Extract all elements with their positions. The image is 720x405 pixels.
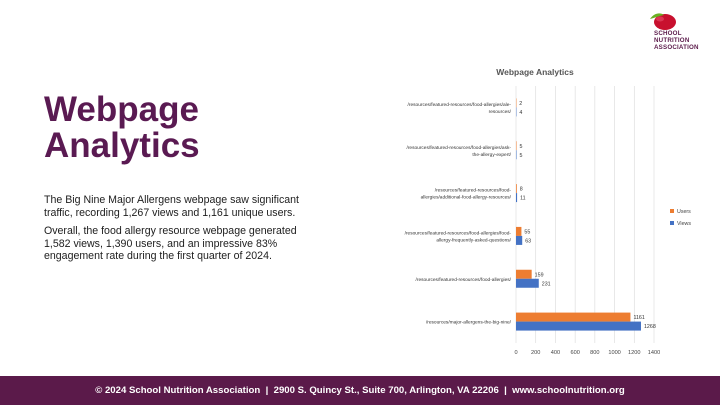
data-label-views: 11 (520, 196, 526, 202)
bar-users (516, 184, 517, 194)
data-label-views: 63 (525, 238, 531, 244)
legend-label-views: Views (677, 221, 691, 227)
chart-bars (516, 98, 641, 331)
x-tick-label: 600 (570, 350, 579, 356)
x-tick-label: 200 (531, 350, 540, 356)
data-label-users: 2 (519, 101, 522, 107)
bar-views (516, 193, 518, 203)
x-tick-label: 0 (514, 350, 517, 356)
category-label: allergies/additional-food-allergy-resour… (421, 195, 512, 201)
category-label: the-allergy-expert/ (472, 152, 511, 158)
webpage-analytics-chart: Webpage Analytics 1161 1268 159 231 55 63 8 11 5… (375, 62, 705, 364)
logo-line-association: ASSOCIATION (654, 44, 699, 51)
category-label: /resources/featured-resources/food-aller… (416, 277, 512, 283)
x-tick-label: 1200 (628, 350, 640, 356)
page-title: Webpage Analytics (44, 90, 200, 165)
bar-users (516, 226, 522, 236)
bar-views (516, 321, 641, 331)
chart-title: Webpage Analytics (496, 67, 574, 77)
summary-paragraph-big-nine: The Big Nine Major Allergens webpage saw… (44, 194, 299, 219)
category-label: /resources/major-allergens-the-big-nine/ (426, 320, 512, 326)
data-label-users: 55 (524, 229, 530, 235)
category-label: /resources/featured-resources/food-aller… (406, 145, 511, 151)
data-label-users: 1161 (633, 315, 644, 321)
footer-bar: © 2024 School Nutrition Association | 29… (0, 376, 720, 405)
logo-line-nutrition: NUTRITION (654, 37, 690, 44)
data-label-views: 4 (519, 110, 522, 116)
apple-icon (650, 13, 676, 30)
summary-paragraph-overall: Overall, the food allergy resource webpa… (44, 225, 297, 263)
x-tick-label: 1000 (608, 350, 620, 356)
school-nutrition-association-logo: SCHOOL NUTRITION ASSOCIATION (644, 10, 706, 60)
chart-gridlines (515, 86, 655, 343)
chart-category-labels: /resources/major-allergens-the-big-nine/… (405, 102, 512, 326)
chart-legend: Users Views (670, 209, 691, 227)
x-tick-label: 800 (590, 350, 599, 356)
legend-label-users: Users (677, 209, 691, 215)
chart-x-ticks: 0 200 400 600 800 1000 1200 1400 (514, 350, 660, 356)
legend-swatch-users (670, 209, 674, 213)
category-label: allergy-frequently-asked-questions/ (436, 237, 511, 243)
bar-users (516, 312, 631, 322)
data-label-views: 5 (519, 153, 522, 159)
data-label-users: 5 (519, 144, 522, 150)
data-label-views: 1268 (644, 324, 656, 330)
data-label-views: 231 (542, 281, 551, 287)
bar-users (516, 269, 532, 279)
category-label: /resources/featured-resources/food-aller… (408, 102, 512, 108)
logo-line-school: SCHOOL (654, 30, 682, 37)
legend-swatch-views (670, 221, 674, 225)
bar-views (516, 278, 539, 288)
x-tick-label: 1400 (648, 350, 660, 356)
category-label: /resources/featured-resources/food- (435, 188, 512, 194)
category-label: resources/ (489, 109, 512, 115)
x-tick-label: 400 (551, 350, 560, 356)
bar-chart-svg: Webpage Analytics 1161126815923155638115… (405, 67, 692, 356)
footer-text: © 2024 School Nutrition Association | 29… (95, 385, 625, 396)
data-label-users: 8 (520, 187, 523, 193)
bar-views (516, 235, 523, 245)
category-label: /resources/featured-resources/food-aller… (405, 230, 512, 236)
data-label-users: 159 (535, 272, 544, 278)
logo-wordmark: SCHOOL NUTRITION ASSOCIATION (654, 30, 699, 51)
